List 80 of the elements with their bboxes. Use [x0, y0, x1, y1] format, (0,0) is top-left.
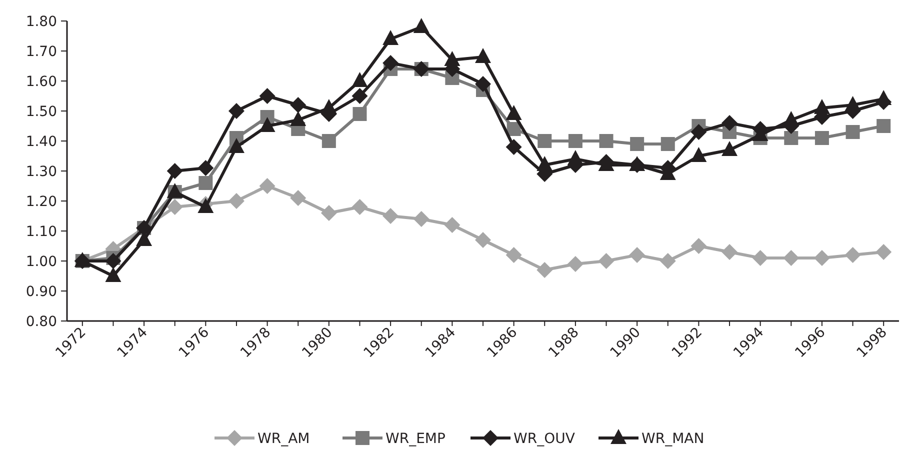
point: [814, 131, 829, 145]
point: [506, 105, 522, 120]
point: [630, 137, 644, 151]
point: [352, 107, 367, 121]
point: [475, 232, 491, 248]
point: [413, 211, 430, 227]
y-tick-label: 1.80: [26, 14, 57, 30]
point: [598, 253, 614, 269]
y-tick-label: 0.80: [26, 314, 57, 330]
point: [506, 139, 522, 155]
point: [599, 134, 614, 148]
point: [660, 253, 676, 269]
point: [320, 99, 337, 114]
point: [536, 262, 553, 278]
point: [844, 96, 861, 111]
point: [413, 18, 430, 33]
point: [352, 199, 368, 215]
point: [690, 124, 707, 140]
point: [259, 88, 276, 104]
point: [259, 117, 276, 132]
point: [320, 205, 337, 221]
legend-label: WR_MAN: [642, 430, 704, 447]
point: [660, 137, 675, 151]
y-tick-label: 1.10: [26, 224, 57, 240]
point: [538, 134, 552, 148]
point: [166, 163, 183, 179]
y-tick-label: 1.20: [26, 194, 57, 210]
point: [475, 76, 491, 92]
y-tick-label: 1.70: [26, 44, 57, 60]
point: [567, 150, 584, 165]
point: [444, 217, 460, 233]
point: [814, 250, 830, 266]
point: [444, 51, 460, 66]
point: [228, 138, 244, 153]
point: [844, 247, 861, 263]
point: [322, 134, 336, 148]
point: [690, 147, 707, 162]
y-tick-label: 1.00: [26, 254, 57, 270]
point: [752, 250, 768, 266]
point: [382, 30, 399, 45]
point: [506, 247, 522, 263]
point: [198, 160, 214, 176]
point: [382, 208, 399, 224]
point: [722, 244, 738, 260]
point: [228, 103, 244, 119]
point: [568, 134, 582, 148]
point: [105, 253, 122, 269]
point: [228, 193, 244, 209]
point: [105, 267, 122, 282]
legend-label: WR_AM: [258, 430, 310, 447]
point: [382, 55, 399, 71]
point: [876, 119, 891, 133]
point: [352, 88, 368, 104]
point: [166, 199, 183, 215]
point: [198, 176, 213, 190]
y-tick-label: 1.60: [26, 74, 57, 90]
y-tick-label: 1.40: [26, 134, 57, 150]
point: [290, 190, 306, 206]
point: [475, 48, 491, 63]
point: [783, 111, 800, 126]
y-tick-label: 1.30: [26, 164, 57, 180]
point: [846, 125, 860, 139]
point: [690, 238, 707, 254]
y-tick-label: 1.50: [26, 104, 57, 120]
point: [567, 256, 584, 272]
point: [722, 115, 738, 131]
point: [352, 72, 368, 87]
point: [259, 178, 276, 194]
point: [290, 111, 306, 126]
y-tick-label: 0.90: [26, 284, 57, 300]
legend-label: WR_EMP: [386, 430, 446, 447]
legend-label: WR_OUV: [514, 430, 576, 447]
point: [536, 156, 553, 171]
point: [814, 99, 830, 114]
point: [722, 141, 738, 156]
point: [629, 247, 646, 263]
point: [876, 244, 892, 260]
point: [783, 250, 800, 266]
point: [290, 97, 306, 113]
point: [784, 131, 798, 145]
